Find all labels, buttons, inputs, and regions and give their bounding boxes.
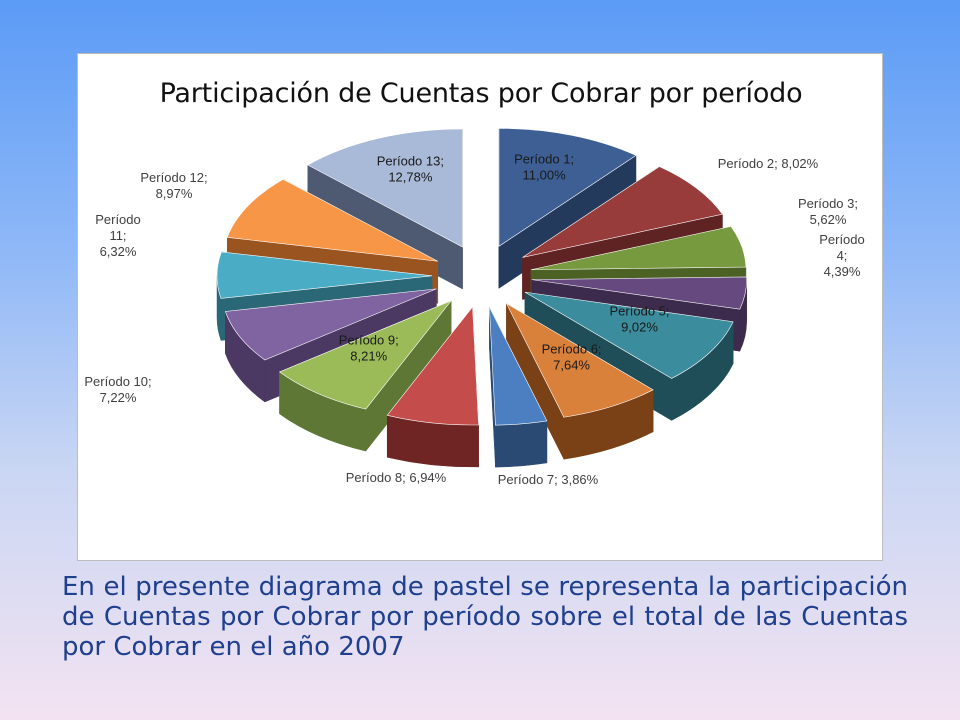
slice-label-11-line-1: Período <box>95 212 141 227</box>
slice-label-1: Período 1; 11,00% <box>514 151 574 182</box>
slice-label-4: Período 4; 4,39% <box>819 232 865 279</box>
slice-label-9-line-1: Período 9; <box>339 332 399 347</box>
pie-slice-12-top <box>226 178 438 262</box>
pie-slice-11-top <box>216 251 433 299</box>
pie-slice-7-wall <box>495 420 548 468</box>
pie-slice-4-top <box>531 276 747 310</box>
slice-label-9-line-2: 8,21% <box>350 348 387 363</box>
pie-slice-7-top <box>489 307 548 426</box>
chart-title: Participación de Cuentas por Cobrar por … <box>159 78 803 109</box>
slice-label-11-line-3: 6,32% <box>100 244 137 259</box>
pie-slice-5-top <box>524 291 734 379</box>
slice-label-12-line-2: 8,97% <box>156 186 193 201</box>
pie-sides <box>216 128 747 468</box>
pie-slice-6-top <box>505 302 654 418</box>
chart-frame: Período 1; 11,00% Período 2; 8,02% Período … <box>77 53 883 561</box>
slice-label-2-line-1: Período 2; 8,02% <box>718 156 819 171</box>
slice-label-2: Período 2; 8,02% <box>718 156 819 171</box>
slice-label-3-line-2: 5,62% <box>810 212 847 227</box>
slice-label-9: Período 9; 8,21% <box>339 332 399 363</box>
pie-slice-7 <box>489 307 548 468</box>
slice-label-5: Período 5; 9,02% <box>610 304 670 335</box>
slice-label-1-line-2: 11,00% <box>523 167 567 182</box>
slice-label-11-line-2: 11; <box>109 228 126 243</box>
pie-slice-13-top <box>307 128 463 248</box>
slice-label-1-line-1: Período 1; <box>514 151 574 166</box>
slice-label-5-line-1: Período 5; <box>610 304 670 319</box>
pie-slice-8-top <box>386 306 479 426</box>
slice-label-5-line-2: 9,02% <box>621 320 658 335</box>
slice-label-13: Período 13; 12,78% <box>377 154 444 185</box>
pie-slice-1-top <box>498 128 637 247</box>
slice-label-13-line-2: 12,78% <box>388 170 433 185</box>
pie-chart: Período 1; 11,00% Período 2; 8,02% Período … <box>84 128 865 487</box>
slice-label-12: Período 12; 8,97% <box>140 170 207 201</box>
slice-label-7-line-1: Período 7; 3,86% <box>498 472 599 487</box>
slice-label-8: Período 8; 6,94% <box>346 470 447 485</box>
slice-label-6: Período 6; 7,64% <box>542 341 602 372</box>
slice-label-10-line-2: 7,22% <box>100 390 137 405</box>
pie-slice-3-top <box>530 226 747 271</box>
slice-label-11: Período 11; 6,32% <box>95 212 141 259</box>
pie-slice-10-top <box>224 288 437 361</box>
slice-label-13-line-1: Período 13; <box>377 154 444 169</box>
slice-label-3: Período 3; 5,62% <box>798 196 858 227</box>
slice-label-10: Período 10; 7,22% <box>84 374 151 405</box>
slice-label-12-line-1: Período 12; <box>140 170 207 185</box>
pie-slice-8 <box>386 306 479 468</box>
slice-label-6-line-1: Período 6; <box>542 341 602 356</box>
slice-label-6-line-2: 7,64% <box>553 357 590 372</box>
slice-label-4-line-1: Período <box>819 232 865 247</box>
slice-label-3-line-1: Período 3; <box>798 196 858 211</box>
pie-slice-6 <box>505 302 654 460</box>
pie-slice-9 <box>278 300 453 452</box>
pie-slice-9-top <box>278 300 453 410</box>
slice-label-4-line-2: 4; <box>837 248 848 263</box>
pie-labels: Período 1; 11,00% Período 2; 8,02% Período … <box>84 151 864 487</box>
description-text: En el presente diagrama de pastel se rep… <box>62 572 908 662</box>
slice-label-8-line-1: Período 8; 6,94% <box>346 470 447 485</box>
pie-slice-2-top <box>522 166 723 258</box>
slice-label-10-line-1: Período 10; <box>84 374 151 389</box>
slice-label-7: Período 7; 3,86% <box>498 472 599 487</box>
slice-label-4-line-3: 4,39% <box>824 264 861 279</box>
